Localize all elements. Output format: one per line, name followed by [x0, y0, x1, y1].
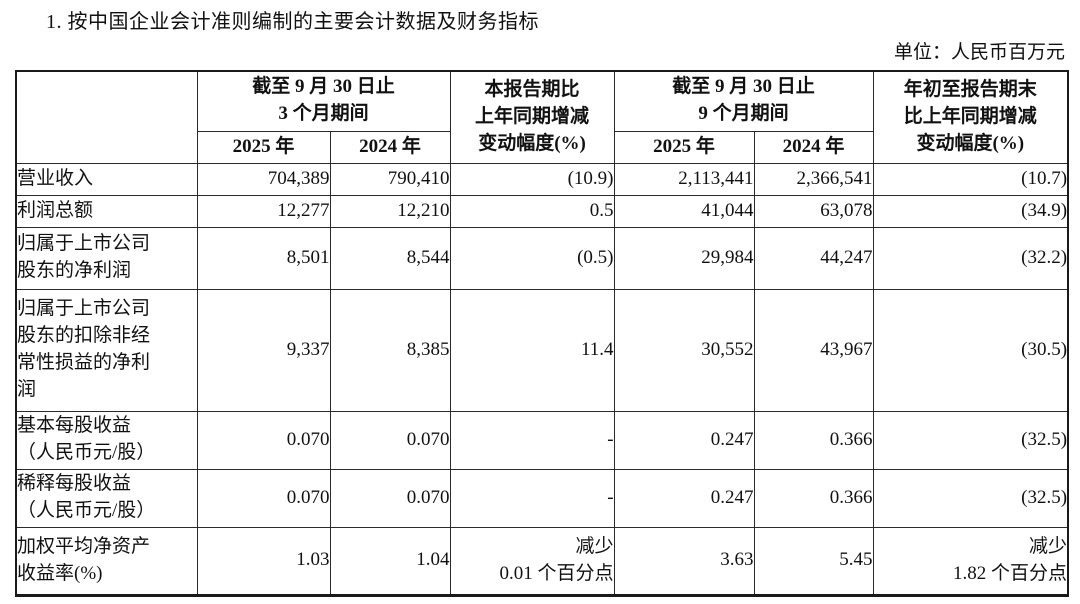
- cell-ytd-2025: 2,113,441: [613, 162, 755, 196]
- cell-q3-2025: 1.03: [196, 526, 331, 596]
- cell-q3-2024: 12,210: [329, 194, 451, 228]
- cell-q3-change: -: [449, 468, 615, 528]
- cell-ytd-2024: 5.45: [753, 526, 874, 596]
- cell-q3-2025: 704,389: [196, 162, 331, 196]
- row-label: 稀释每股收益 （人民币元/股）: [15, 468, 198, 528]
- financial-indicators-table: 截至 9 月 30 日止 3 个月期间 本报告期比 上年同期增减 变动幅度(%)…: [15, 70, 1070, 597]
- cell-q3-2024: 8,385: [329, 288, 451, 412]
- cell-q3-2024: 8,544: [329, 226, 451, 290]
- header-ytd-2024: 2024 年: [753, 130, 874, 164]
- table-row-total-profit: 利润总额 12,277 12,210 0.5 41,044 63,078 (34…: [15, 194, 1069, 228]
- cell-q3-2024: 1.04: [329, 526, 451, 596]
- cell-q3-change: 减少 0.01 个百分点: [449, 526, 615, 596]
- cell-ytd-2024: 43,967: [753, 288, 874, 412]
- table-row-basic-eps: 基本每股收益 （人民币元/股） 0.070 0.070 - 0.247 0.36…: [15, 410, 1069, 470]
- row-label: 加权平均净资产 收益率(%): [15, 526, 198, 596]
- row-label: 营业收入: [15, 162, 198, 196]
- row-label: 利润总额: [15, 194, 198, 228]
- header-ytd-2025: 2025 年: [613, 130, 755, 164]
- header-year-row: 2025 年 2024 年 2025 年 2024 年: [16, 130, 1068, 164]
- cell-q3-change: (10.9): [449, 162, 615, 196]
- cell-q3-2024: 790,410: [329, 162, 451, 196]
- cell-ytd-2025: 3.63: [613, 526, 755, 596]
- cell-ytd-2025: 0.247: [613, 410, 755, 470]
- cell-ytd-2025: 30,552: [613, 288, 755, 412]
- cell-q3-2025: 8,501: [196, 226, 331, 290]
- cell-ytd-change: (10.7): [872, 162, 1069, 196]
- header-q3-2024: 2024 年: [329, 130, 451, 164]
- header-q3-change: 本报告期比 上年同期增减 变动幅度(%): [449, 70, 615, 164]
- header-empty-label-cell: [15, 70, 198, 164]
- cell-ytd-2025: 29,984: [613, 226, 755, 290]
- table-row-net-profit-attributable: 归属于上市公司 股东的净利润 8,501 8,544 (0.5) 29,984 …: [15, 226, 1069, 290]
- cell-ytd-change: (32.5): [872, 410, 1069, 470]
- unit-note: 单位：人民币百万元: [893, 42, 1065, 63]
- cell-q3-change: 0.5: [449, 194, 615, 228]
- cell-ytd-2024: 63,078: [753, 194, 874, 228]
- header-group-row: 截至 9 月 30 日止 3 个月期间 本报告期比 上年同期增减 变动幅度(%)…: [15, 70, 1069, 164]
- cell-q3-change: 11.4: [449, 288, 615, 412]
- header-ytd-period: 截至 9 月 30 日止 9 个月期间: [613, 70, 874, 132]
- table-row-revenue: 营业收入 704,389 790,410 (10.9) 2,113,441 2,…: [15, 162, 1069, 196]
- cell-ytd-2025: 0.247: [613, 468, 755, 528]
- table-row-net-profit-excl-nonrecurring: 归属于上市公司 股东的扣除非经 常性损益的净利 润 9,337 8,385 11…: [15, 288, 1069, 412]
- cell-ytd-change: (34.9): [872, 194, 1069, 228]
- cell-q3-2025: 0.070: [196, 410, 331, 470]
- cell-q3-2024: 0.070: [329, 410, 451, 470]
- cell-ytd-2025: 41,044: [613, 194, 755, 228]
- row-label: 基本每股收益 （人民币元/股）: [15, 410, 198, 470]
- row-label: 归属于上市公司 股东的净利润: [15, 226, 198, 290]
- row-label: 归属于上市公司 股东的扣除非经 常性损益的净利 润: [15, 288, 198, 412]
- page-title: 1. 按中国企业会计准则编制的主要会计数据及财务指标: [46, 11, 539, 33]
- cell-ytd-2024: 44,247: [753, 226, 874, 290]
- header-q3-period: 截至 9 月 30 日止 3 个月期间: [196, 70, 451, 132]
- cell-ytd-2024: 0.366: [753, 410, 874, 470]
- table-row-weighted-avg-roe: 加权平均净资产 收益率(%) 1.03 1.04 减少 0.01 个百分点 3.…: [15, 526, 1069, 596]
- cell-q3-2025: 12,277: [196, 194, 331, 228]
- cell-ytd-2024: 2,366,541: [753, 162, 874, 196]
- table-row-diluted-eps: 稀释每股收益 （人民币元/股） 0.070 0.070 - 0.247 0.36…: [15, 468, 1069, 528]
- cell-q3-change: (0.5): [449, 226, 615, 290]
- cell-ytd-change: (30.5): [872, 288, 1069, 412]
- cell-q3-2024: 0.070: [329, 468, 451, 528]
- cell-ytd-2024: 0.366: [753, 468, 874, 528]
- cell-q3-change: -: [449, 410, 615, 470]
- page: 1. 按中国企业会计准则编制的主要会计数据及财务指标 单位：人民币百万元 截至 …: [15, 11, 1070, 597]
- header-ytd-change: 年初至报告期末 比上年同期增减 变动幅度(%): [872, 70, 1069, 164]
- header-q3-2025: 2025 年: [196, 130, 331, 164]
- cell-ytd-change: 减少 1.82 个百分点: [872, 526, 1069, 596]
- cell-ytd-change: (32.5): [872, 468, 1069, 528]
- cell-ytd-change: (32.2): [872, 226, 1069, 290]
- cell-q3-2025: 0.070: [196, 468, 331, 528]
- cell-q3-2025: 9,337: [196, 288, 331, 412]
